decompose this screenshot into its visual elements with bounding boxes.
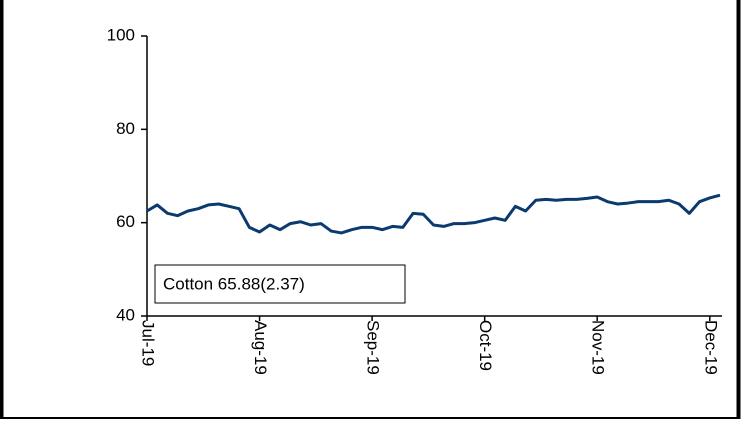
x-tick-label: Sep-19 xyxy=(364,320,383,375)
annotation-box xyxy=(154,264,406,304)
annotation: Cotton 65.88(2.37) xyxy=(163,274,305,293)
x-tick-label: Oct-19 xyxy=(476,320,495,371)
y-tick-label: 40 xyxy=(116,305,135,324)
x-tick-label: Nov-19 xyxy=(589,320,608,375)
x-tick-label: Aug-19 xyxy=(251,320,270,375)
series-line xyxy=(146,193,721,235)
y-tick-label: 100 xyxy=(107,25,135,44)
y-tick-label: 60 xyxy=(116,212,135,231)
x-tick-label: Jul-19 xyxy=(139,320,158,366)
y-tick-label: 80 xyxy=(116,119,135,138)
x-tick-label: Dec-19 xyxy=(701,320,720,375)
